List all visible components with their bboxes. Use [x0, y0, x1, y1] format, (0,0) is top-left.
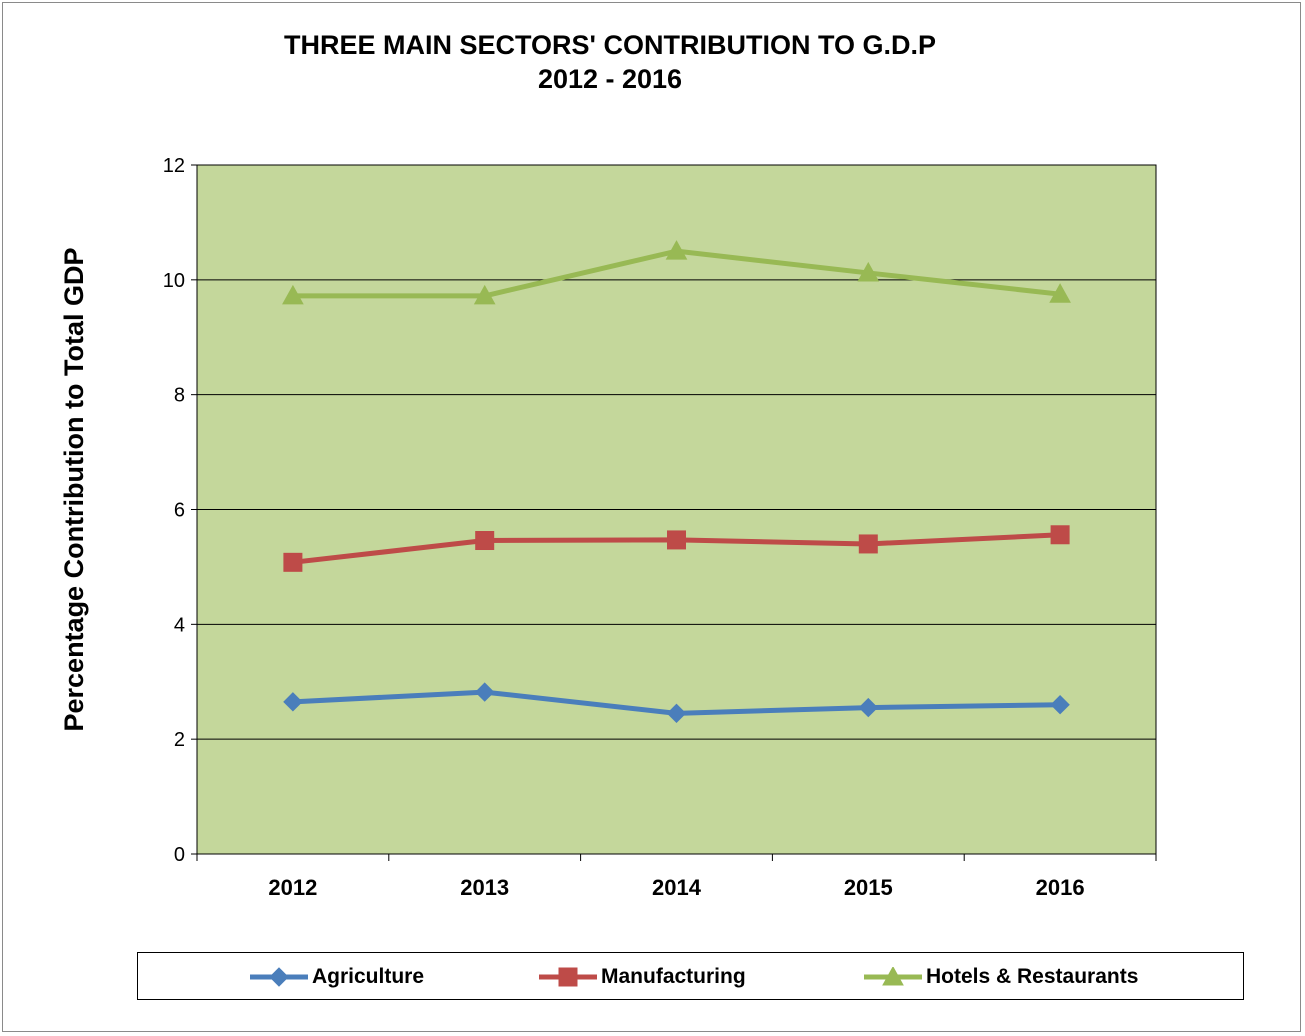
data-point-manufacturing-2012 — [283, 552, 303, 572]
x-tick-label-2016: 2016 — [1036, 875, 1085, 900]
data-point-agriculture-2015 — [858, 697, 879, 718]
legend-item-agriculture: Agriculture — [248, 953, 424, 1001]
x-tick-label-2013: 2013 — [460, 875, 509, 900]
legend: Agriculture Manufacturing Hotels & Resta… — [137, 952, 1244, 1000]
x-tick-label-2014: 2014 — [652, 875, 702, 900]
y-tick-label-8: 8 — [174, 385, 185, 407]
legend-marker-hotels-restaurants — [864, 967, 922, 986]
chart-subtitle: 2012 - 2016 — [537, 64, 683, 94]
data-point-manufacturing-2016 — [1050, 525, 1070, 545]
chart-title-block: THREE MAIN SECTORS' CONTRIBUTION TO G.D.… — [0, 28, 1220, 96]
y-tick-label-0: 0 — [174, 844, 185, 866]
data-point-agriculture-2013 — [474, 682, 495, 702]
y-axis-title: Percentage Contribution to Total GDP — [59, 247, 89, 731]
legend-symbol — [558, 967, 578, 987]
data-point-agriculture-2012 — [283, 692, 303, 712]
x-tick-label-2015: 2015 — [844, 875, 893, 900]
y-tick-label-4: 4 — [174, 614, 185, 636]
data-point-hotels-restaurants-2013 — [473, 284, 496, 305]
legend-symbol — [882, 967, 904, 986]
y-tick-label-12: 12 — [163, 155, 185, 177]
data-point-hotels-restaurants-2014 — [665, 240, 688, 260]
data-point-agriculture-2016 — [1050, 695, 1070, 715]
legend-label-hotels-restaurants: Hotels & Restaurants — [926, 965, 1139, 988]
data-point-agriculture-2014 — [666, 703, 687, 724]
data-point-manufacturing-2015 — [858, 534, 878, 554]
legend-marker-agriculture — [250, 967, 308, 987]
legend-item-hotels-restaurants: Hotels & Restaurants — [862, 953, 1138, 1001]
x-tick-label-2012: 2012 — [268, 875, 317, 900]
data-point-manufacturing-2014 — [667, 530, 686, 550]
legend-label-manufacturing: Manufacturing — [601, 965, 746, 988]
legend-marker-manufacturing — [539, 967, 597, 987]
y-tick-label-6: 6 — [174, 500, 185, 522]
legend-item-manufacturing: Manufacturing — [537, 953, 746, 1001]
data-point-hotels-restaurants-2016 — [1049, 283, 1071, 303]
chart-title: THREE MAIN SECTORS' CONTRIBUTION TO G.D.… — [284, 30, 936, 60]
data-point-manufacturing-2013 — [475, 531, 495, 551]
data-point-hotels-restaurants-2012 — [282, 284, 304, 305]
legend-label-agriculture: Agriculture — [312, 965, 425, 988]
data-point-hotels-restaurants-2015 — [857, 261, 880, 282]
legend-symbol — [269, 967, 289, 987]
y-tick-label-10: 10 — [163, 270, 185, 292]
y-tick-label-2: 2 — [174, 729, 185, 751]
